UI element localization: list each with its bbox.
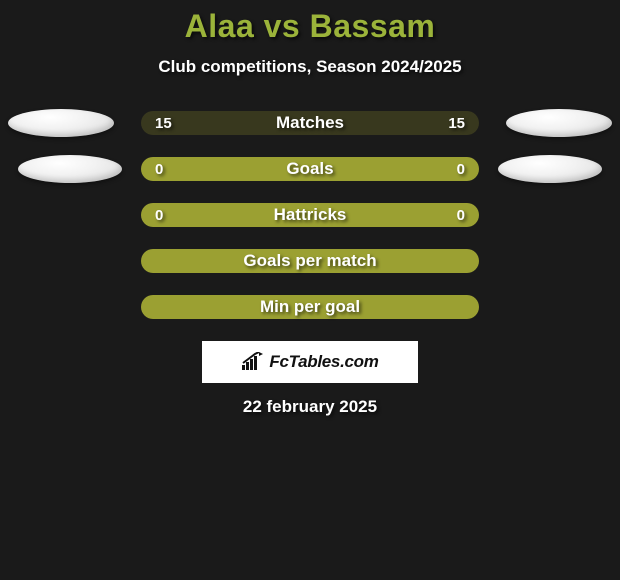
stats-container: Alaa vs Bassam Club competitions, Season… xyxy=(0,0,620,417)
stat-right-value: 15 xyxy=(448,115,465,132)
stat-pill: 0 Hattricks 0 xyxy=(141,203,479,227)
logo-text: FcTables.com xyxy=(269,352,378,372)
subtitle: Club competitions, Season 2024/2025 xyxy=(158,57,461,77)
stat-label: Hattricks xyxy=(274,205,347,225)
stat-right-value: 0 xyxy=(457,207,465,224)
player-left-oval xyxy=(8,109,114,137)
barchart-icon xyxy=(241,352,265,372)
stat-label: Min per goal xyxy=(260,297,360,317)
player-right-oval xyxy=(498,155,602,183)
stat-row-goals-per-match: Goals per match xyxy=(0,249,620,273)
stats-rows: 15 Matches 15 0 Goals 0 0 Hattricks 0 xyxy=(0,111,620,319)
stat-right-value: 0 xyxy=(457,161,465,178)
page-title: Alaa vs Bassam xyxy=(185,8,436,45)
source-logo[interactable]: FcTables.com xyxy=(202,341,418,383)
player-right-oval xyxy=(506,109,612,137)
stat-left-value: 0 xyxy=(155,161,163,178)
stat-row-min-per-goal: Min per goal xyxy=(0,295,620,319)
stat-left-value: 15 xyxy=(155,115,172,132)
stat-left-value: 0 xyxy=(155,207,163,224)
stat-row-hattricks: 0 Hattricks 0 xyxy=(0,203,620,227)
player-left-oval xyxy=(18,155,122,183)
stat-label: Goals per match xyxy=(243,251,376,271)
stat-pill: Min per goal xyxy=(141,295,479,319)
stat-row-matches: 15 Matches 15 xyxy=(0,111,620,135)
stat-label: Matches xyxy=(276,113,344,133)
stat-pill: Goals per match xyxy=(141,249,479,273)
stat-label: Goals xyxy=(286,159,333,179)
stat-pill: 0 Goals 0 xyxy=(141,157,479,181)
stat-row-goals: 0 Goals 0 xyxy=(0,157,620,181)
stat-pill: 15 Matches 15 xyxy=(141,111,479,135)
date-label: 22 february 2025 xyxy=(243,397,377,417)
